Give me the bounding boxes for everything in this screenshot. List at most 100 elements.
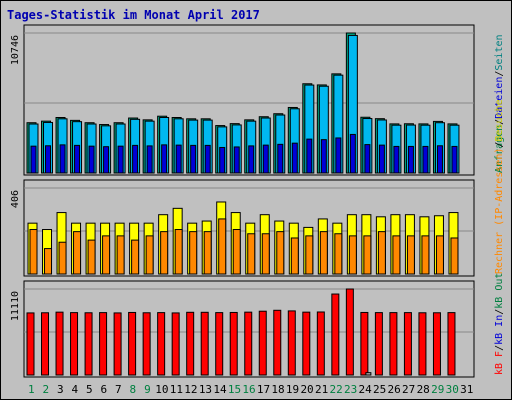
bar-top-seiten bbox=[291, 142, 298, 174]
bar-top-seiten bbox=[407, 145, 414, 174]
bar-middle-rechner-ip-adressen- bbox=[450, 237, 459, 275]
bar-top-seiten bbox=[248, 145, 255, 174]
bar-bottom-kb-f bbox=[287, 310, 296, 376]
bar-bottom-kb-f bbox=[84, 312, 93, 376]
x-tick-label: 29 bbox=[431, 383, 444, 396]
bar-bottom-kb-f bbox=[157, 312, 166, 376]
bar-middle-rechner-ip-adressen- bbox=[290, 237, 299, 275]
y-max-label-top: 10746 bbox=[10, 35, 21, 65]
legend-entry: Rechner (IP-Adressen) bbox=[494, 148, 505, 274]
bar-middle-rechner-ip-adressen- bbox=[319, 231, 328, 275]
bar-top-seiten bbox=[204, 144, 211, 174]
bar-middle-rechner-ip-adressen- bbox=[435, 235, 444, 275]
x-tick-label: 14 bbox=[213, 383, 227, 396]
bar-middle-rechner-ip-adressen- bbox=[44, 248, 53, 275]
bar-middle-rechner-ip-adressen- bbox=[392, 235, 401, 275]
bar-bottom-kb-f bbox=[70, 312, 79, 376]
bar-bottom-kb-f bbox=[171, 312, 180, 376]
x-tick-label: 20 bbox=[300, 383, 313, 396]
x-tick-label: 24 bbox=[359, 383, 373, 396]
bar-middle-rechner-ip-adressen- bbox=[247, 233, 256, 275]
x-tick-label: 28 bbox=[417, 383, 430, 396]
x-tick-label: 5 bbox=[86, 383, 93, 396]
bar-bottom-kb-f bbox=[113, 312, 122, 376]
legend-entry: / bbox=[494, 119, 505, 125]
x-tick-label: 15 bbox=[228, 383, 241, 396]
legend-entry: kB Out bbox=[494, 273, 505, 309]
x-tick-label: 4 bbox=[71, 383, 78, 396]
bar-top-seiten bbox=[161, 144, 168, 174]
bar-middle-rechner-ip-adressen- bbox=[232, 229, 241, 275]
bar-middle-rechner-ip-adressen- bbox=[73, 231, 82, 275]
bar-bottom-kb-f bbox=[273, 309, 282, 376]
bar-middle-rechner-ip-adressen- bbox=[334, 233, 343, 275]
x-tick-label: 3 bbox=[57, 383, 64, 396]
bar-top-seiten bbox=[422, 145, 429, 174]
y-max-label-bottom: 11110 bbox=[10, 291, 21, 321]
x-tick-label: 2 bbox=[42, 383, 49, 396]
x-tick-label: 17 bbox=[257, 383, 270, 396]
bar-bottom-kb-f bbox=[244, 311, 253, 376]
bar-middle-rechner-ip-adressen- bbox=[189, 231, 198, 275]
bar-top-seiten bbox=[59, 144, 66, 174]
bar-bottom-kb-f bbox=[432, 312, 441, 376]
x-tick-label: 13 bbox=[199, 383, 212, 396]
x-tick-label: 31 bbox=[460, 383, 473, 396]
x-tick-label: 16 bbox=[242, 383, 255, 396]
bar-top-seiten bbox=[219, 146, 226, 174]
x-tick-label: 11 bbox=[170, 383, 183, 396]
x-tick-label: 9 bbox=[144, 383, 151, 396]
x-tick-label: 12 bbox=[184, 383, 197, 396]
bar-middle-rechner-ip-adressen- bbox=[421, 235, 430, 275]
bar-top-seiten bbox=[30, 145, 37, 174]
legend-entry: Seiten bbox=[494, 34, 505, 70]
bar-top-seiten bbox=[146, 145, 153, 174]
x-tick-label: 21 bbox=[315, 383, 328, 396]
bar-bottom-kb-f bbox=[258, 310, 267, 376]
bar-top-seiten bbox=[320, 139, 327, 174]
bar-bottom-kb-f bbox=[389, 312, 398, 376]
bar-bottom-kb-f bbox=[316, 311, 325, 376]
bar-bottom-kb-f bbox=[418, 312, 427, 376]
x-tick-label: 26 bbox=[388, 383, 401, 396]
bar-top-seiten bbox=[378, 144, 385, 174]
bar-middle-rechner-ip-adressen- bbox=[261, 233, 270, 275]
x-tick-label: 22 bbox=[329, 383, 342, 396]
bar-bottom-kb-f bbox=[26, 312, 35, 376]
bar-top-seiten bbox=[306, 138, 313, 174]
bar-bottom-kb-out bbox=[365, 372, 372, 376]
x-tick-label: 18 bbox=[271, 383, 284, 396]
legend-bottom: kB F/kB In/kB Out bbox=[494, 273, 505, 375]
bar-middle-rechner-ip-adressen- bbox=[276, 231, 285, 275]
bar-bottom-kb-f bbox=[229, 311, 238, 376]
bar-top-seiten bbox=[436, 145, 443, 174]
bar-top-seiten bbox=[88, 145, 95, 174]
bar-bottom-kb-f bbox=[128, 311, 137, 376]
bar-top-seiten bbox=[45, 145, 52, 174]
x-tick-label: 19 bbox=[286, 383, 299, 396]
bar-bottom-kb-f bbox=[186, 311, 195, 376]
bar-bottom-kb-f bbox=[142, 312, 151, 376]
bar-bottom-kb-f bbox=[374, 312, 383, 376]
bar-middle-rechner-ip-adressen- bbox=[363, 235, 372, 275]
bar-bottom-kb-f bbox=[345, 288, 354, 376]
bar-bottom-kb-f bbox=[215, 312, 224, 376]
legend-entry: Besuche bbox=[494, 99, 505, 141]
bar-middle-rechner-ip-adressen- bbox=[87, 239, 96, 275]
bar-top-seiten bbox=[393, 145, 400, 174]
bar-bottom-kb-f bbox=[360, 311, 369, 376]
bar-top-seiten bbox=[132, 144, 139, 174]
x-tick-label: 8 bbox=[130, 383, 137, 396]
x-tick-label: 7 bbox=[115, 383, 122, 396]
bar-top-seiten bbox=[335, 137, 342, 174]
bar-bottom-kb-f bbox=[447, 312, 456, 376]
legend-entry: Anfragen bbox=[494, 125, 505, 173]
legend-entry: / bbox=[494, 71, 505, 77]
x-tick-label: 23 bbox=[344, 383, 357, 396]
bar-top-seiten bbox=[103, 146, 110, 174]
legend-entry: / bbox=[494, 142, 505, 148]
legend-top: Anfragen/Dateien/Seiten bbox=[494, 34, 505, 173]
bar-top-seiten bbox=[262, 144, 269, 174]
bar-middle-rechner-ip-adressen- bbox=[29, 229, 38, 275]
bar-bottom-kb-f bbox=[41, 312, 50, 376]
